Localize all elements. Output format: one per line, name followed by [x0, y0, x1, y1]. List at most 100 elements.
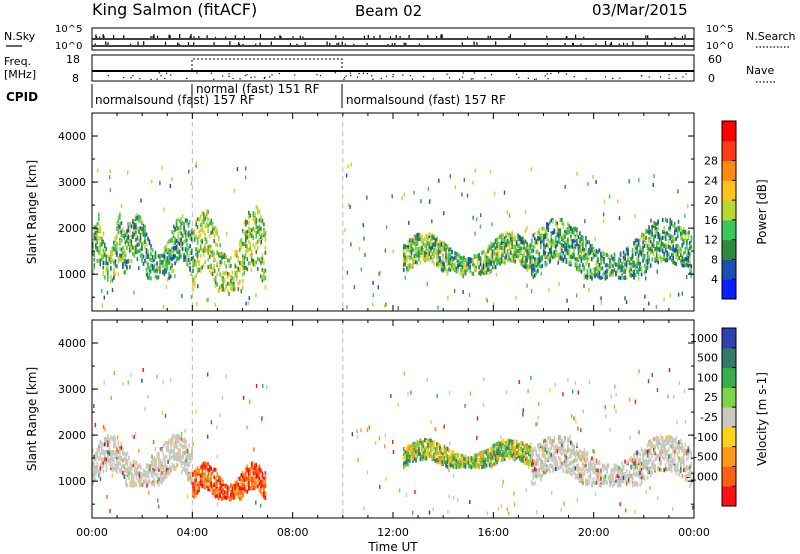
- echo-cell: [102, 451, 105, 456]
- noise-mark: [605, 41, 607, 45]
- echo-cell: [225, 283, 227, 288]
- echo-cell: [155, 472, 157, 477]
- echo-cell: [117, 259, 120, 264]
- echo-cell: [135, 237, 137, 242]
- noise-cell: [385, 225, 388, 230]
- echo-cell: [185, 471, 187, 476]
- echo-cell: [440, 450, 443, 455]
- noise-cell: [247, 301, 250, 306]
- echo-cell: [96, 222, 99, 227]
- echo-cell: [660, 236, 662, 241]
- echo-cell: [544, 235, 547, 239]
- noise-cell: [220, 285, 222, 290]
- echo-cell: [678, 249, 680, 254]
- noise-cell: [207, 297, 209, 302]
- nave-mark: [362, 72, 364, 74]
- nave-mark: [473, 72, 475, 74]
- echo-cell: [457, 259, 459, 264]
- echo-cell: [619, 251, 622, 256]
- echo-cell: [199, 223, 202, 228]
- echo-cell: [430, 238, 432, 243]
- noise-cell: [437, 305, 439, 310]
- echo-cell: [443, 460, 446, 465]
- noise-cell: [401, 196, 403, 201]
- echo-cell: [180, 221, 182, 226]
- echo-cell: [661, 236, 664, 240]
- echo-cell: [422, 242, 425, 247]
- echo-cell: [99, 258, 102, 263]
- echo-cell: [110, 456, 112, 461]
- echo-cell: [173, 445, 175, 450]
- echo-cell: [415, 260, 417, 265]
- echo-cell: [138, 218, 140, 223]
- echo-cell: [261, 275, 264, 280]
- echo-cell: [422, 251, 425, 256]
- echo-cell: [424, 438, 426, 443]
- echo-cell: [523, 240, 525, 245]
- echo-cell: [165, 256, 167, 261]
- echo-cell: [145, 272, 148, 277]
- echo-cell: [595, 266, 598, 271]
- echo-cell: [627, 255, 629, 260]
- noise-cell: [463, 177, 465, 182]
- echo-cell: [458, 464, 461, 469]
- echo-cell: [413, 235, 416, 240]
- noise-mark: [632, 41, 634, 45]
- echo-cell: [134, 461, 136, 466]
- echo-cell: [485, 258, 488, 262]
- echo-cell: [230, 286, 232, 291]
- echo-cell: [445, 453, 447, 458]
- echo-cell: [658, 254, 661, 259]
- echo-cell: [576, 257, 578, 262]
- echo-cell: [156, 472, 159, 477]
- echo-cell: [204, 260, 206, 264]
- echo-cell: [439, 260, 441, 265]
- echo-cell: [427, 241, 429, 246]
- echo-cell: [673, 229, 676, 234]
- echo-cell: [580, 242, 583, 247]
- echo-cell: [128, 474, 130, 478]
- echo-cell: [436, 250, 438, 255]
- nave-tick-top: 60: [708, 53, 722, 66]
- echo-cell: [188, 476, 190, 481]
- echo-cell: [165, 267, 167, 272]
- echo-cell: [567, 221, 569, 226]
- echo-cell: [544, 231, 547, 236]
- echo-cell: [204, 237, 206, 242]
- echo-cell: [114, 237, 117, 242]
- noise-mark: [684, 43, 686, 45]
- noise-cell: [244, 254, 246, 258]
- echo-cell: [258, 471, 261, 476]
- echo-cell: [105, 440, 108, 445]
- echo-cell: [188, 443, 190, 448]
- echo-cell: [482, 271, 485, 275]
- echo-cell: [261, 278, 264, 283]
- noise-cell: [558, 282, 560, 287]
- noise-mark: [123, 36, 125, 38]
- echo-cell: [159, 468, 162, 472]
- echo-cell: [129, 483, 132, 488]
- echo-cell: [457, 464, 459, 469]
- echo-cell: [181, 233, 184, 238]
- echo-cell: [264, 479, 267, 484]
- echo-cell: [132, 483, 135, 488]
- echo-cell: [509, 250, 512, 255]
- echo-cell: [541, 239, 544, 244]
- echo-cell: [168, 457, 171, 461]
- echo-cell: [249, 228, 252, 233]
- echo-cell: [481, 270, 483, 275]
- echo-cell: [546, 243, 548, 248]
- echo-cell: [260, 274, 262, 279]
- echo-cell: [167, 459, 169, 464]
- echo-cell: [170, 449, 172, 454]
- echo-cell: [252, 226, 255, 231]
- echo-cell: [119, 215, 121, 220]
- echo-cell: [661, 241, 664, 246]
- echo-cell: [162, 263, 164, 268]
- echo-cell: [439, 446, 441, 451]
- echo-cell: [666, 250, 668, 255]
- echo-cell: [520, 240, 522, 245]
- noise-mark: [473, 41, 475, 45]
- echo-cell: [120, 445, 123, 450]
- echo-cell: [449, 456, 452, 461]
